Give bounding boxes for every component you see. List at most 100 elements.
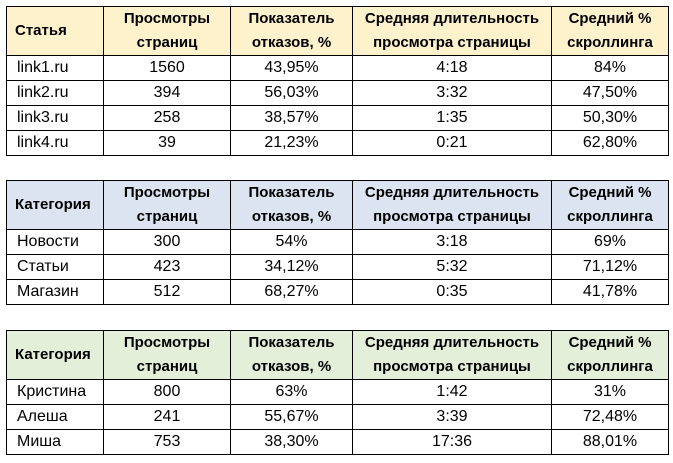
- cell-avg-duration[interactable]: 1:35: [352, 105, 552, 131]
- header-cell-avg-duration[interactable]: Средняя длительность просмотра страницы: [352, 6, 552, 56]
- cell-avg-duration[interactable]: 3:32: [352, 80, 552, 106]
- cell-category[interactable]: Новости: [6, 229, 104, 255]
- header-label: Средний %: [568, 10, 652, 27]
- cell-category[interactable]: Кристина: [6, 379, 104, 405]
- header-label: отказов, %: [251, 34, 332, 51]
- cell-bounce-rate[interactable]: 55,67%: [230, 404, 353, 430]
- header-cell-article[interactable]: Статья: [6, 6, 104, 56]
- cell-category[interactable]: Статьи: [6, 254, 104, 280]
- header-label: Показатель: [248, 334, 335, 351]
- table-row: link3.ru 258 38,57% 1:35 50,30%: [6, 105, 669, 131]
- cell-bounce-rate[interactable]: 54%: [230, 229, 353, 255]
- cell-article[interactable]: link1.ru: [6, 55, 104, 81]
- cell-avg-scroll[interactable]: 50,30%: [551, 105, 669, 131]
- categories-table: Категория Просмотры страниц Показатель отк…: [6, 180, 669, 305]
- cell-avg-scroll[interactable]: 88,01%: [551, 429, 669, 455]
- header-label: Просмотры: [123, 334, 211, 351]
- cell-pageviews[interactable]: 39: [103, 130, 231, 156]
- table-header-row: Категория Просмотры страниц Показатель отк…: [6, 180, 669, 230]
- cell-avg-scroll[interactable]: 41,78%: [551, 279, 669, 305]
- table-row: Статьи 423 34,12% 5:32 71,12%: [6, 254, 669, 280]
- cell-article[interactable]: link4.ru: [6, 130, 104, 156]
- header-cell-pageviews[interactable]: Просмотры страниц: [103, 6, 231, 56]
- cell-pageviews[interactable]: 241: [103, 404, 231, 430]
- cell-bounce-rate[interactable]: 43,95%: [230, 55, 353, 81]
- cell-category[interactable]: Магазин: [6, 279, 104, 305]
- header-cell-avg-scroll[interactable]: Средний % скроллинга: [551, 6, 669, 56]
- cell-article[interactable]: link3.ru: [6, 105, 104, 131]
- header-cell-category[interactable]: Категория: [6, 180, 104, 230]
- header-cell-bounce-rate[interactable]: Показатель отказов, %: [230, 330, 353, 380]
- cell-bounce-rate[interactable]: 38,57%: [230, 105, 353, 131]
- cell-article[interactable]: link2.ru: [6, 80, 104, 106]
- header-cell-avg-scroll[interactable]: Средний % скроллинга: [551, 330, 669, 380]
- cell-bounce-rate[interactable]: 21,23%: [230, 130, 353, 156]
- cell-avg-duration[interactable]: 17:36: [352, 429, 552, 455]
- cell-bounce-rate[interactable]: 68,27%: [230, 279, 353, 305]
- cell-bounce-rate[interactable]: 38,30%: [230, 429, 353, 455]
- cell-avg-duration[interactable]: 3:39: [352, 404, 552, 430]
- table-row: link1.ru 1560 43,95% 4:18 84%: [6, 55, 669, 81]
- header-cell-avg-scroll[interactable]: Средний % скроллинга: [551, 180, 669, 230]
- cell-pageviews[interactable]: 753: [103, 429, 231, 455]
- table-row: Магазин 512 68,27% 0:35 41,78%: [6, 279, 669, 305]
- header-cell-pageviews[interactable]: Просмотры страниц: [103, 330, 231, 380]
- header-label: просмотра страницы: [373, 208, 531, 225]
- cell-pageviews[interactable]: 1560: [103, 55, 231, 81]
- cell-pageviews[interactable]: 512: [103, 279, 231, 305]
- header-label: Просмотры: [123, 10, 211, 27]
- cell-avg-scroll[interactable]: 84%: [551, 55, 669, 81]
- header-label: Показатель: [248, 184, 335, 201]
- cell-bounce-rate[interactable]: 34,12%: [230, 254, 353, 280]
- header-label: Средняя длительность: [364, 334, 540, 351]
- header-label: скроллинга: [567, 34, 653, 51]
- header-label: страниц: [136, 34, 198, 51]
- cell-avg-duration[interactable]: 3:18: [352, 229, 552, 255]
- cell-pageviews[interactable]: 800: [103, 379, 231, 405]
- cell-pageviews[interactable]: 394: [103, 80, 231, 106]
- cell-avg-duration[interactable]: 4:18: [352, 55, 552, 81]
- header-cell-avg-duration[interactable]: Средняя длительность просмотра страницы: [352, 180, 552, 230]
- cell-avg-duration[interactable]: 0:21: [352, 130, 552, 156]
- header-label: отказов, %: [251, 358, 332, 375]
- header-label: Средний %: [568, 334, 652, 351]
- header-cell-avg-duration[interactable]: Средняя длительность просмотра страницы: [352, 330, 552, 380]
- cell-avg-scroll[interactable]: 47,50%: [551, 80, 669, 106]
- cell-bounce-rate[interactable]: 56,03%: [230, 80, 353, 106]
- header-label: Средняя длительность: [364, 10, 540, 27]
- cell-pageviews[interactable]: 423: [103, 254, 231, 280]
- header-cell-pageviews[interactable]: Просмотры страниц: [103, 180, 231, 230]
- header-label: страниц: [136, 208, 198, 225]
- table-row: Алеша 241 55,67% 3:39 72,48%: [6, 404, 669, 430]
- cell-avg-duration[interactable]: 1:42: [352, 379, 552, 405]
- header-label: скроллинга: [567, 358, 653, 375]
- header-label: Показатель: [248, 10, 335, 27]
- cell-category[interactable]: Миша: [6, 429, 104, 455]
- header-label: отказов, %: [251, 208, 332, 225]
- cell-avg-scroll[interactable]: 31%: [551, 379, 669, 405]
- header-label: Категория: [15, 346, 91, 363]
- header-cell-category[interactable]: Категория: [6, 330, 104, 380]
- header-label: страниц: [136, 358, 198, 375]
- header-label: просмотра страницы: [373, 358, 531, 375]
- cell-category[interactable]: Алеша: [6, 404, 104, 430]
- cell-pageviews[interactable]: 258: [103, 105, 231, 131]
- cell-bounce-rate[interactable]: 63%: [230, 379, 353, 405]
- articles-table: Статья Просмотры страниц Показатель отказо…: [6, 6, 669, 156]
- cell-avg-scroll[interactable]: 71,12%: [551, 254, 669, 280]
- header-label: скроллинга: [567, 208, 653, 225]
- cell-pageviews[interactable]: 300: [103, 229, 231, 255]
- header-cell-bounce-rate[interactable]: Показатель отказов, %: [230, 6, 353, 56]
- cell-avg-scroll[interactable]: 62,80%: [551, 130, 669, 156]
- cell-avg-scroll[interactable]: 72,48%: [551, 404, 669, 430]
- header-cell-bounce-rate[interactable]: Показатель отказов, %: [230, 180, 353, 230]
- table-row: Миша 753 38,30% 17:36 88,01%: [6, 429, 669, 455]
- cell-avg-scroll[interactable]: 69%: [551, 229, 669, 255]
- cell-avg-duration[interactable]: 5:32: [352, 254, 552, 280]
- header-label: Средний %: [568, 184, 652, 201]
- table-row: Новости 300 54% 3:18 69%: [6, 229, 669, 255]
- cell-avg-duration[interactable]: 0:35: [352, 279, 552, 305]
- header-label: просмотра страницы: [373, 34, 531, 51]
- table-row: link4.ru 39 21,23% 0:21 62,80%: [6, 130, 669, 156]
- table-row: link2.ru 394 56,03% 3:32 47,50%: [6, 80, 669, 106]
